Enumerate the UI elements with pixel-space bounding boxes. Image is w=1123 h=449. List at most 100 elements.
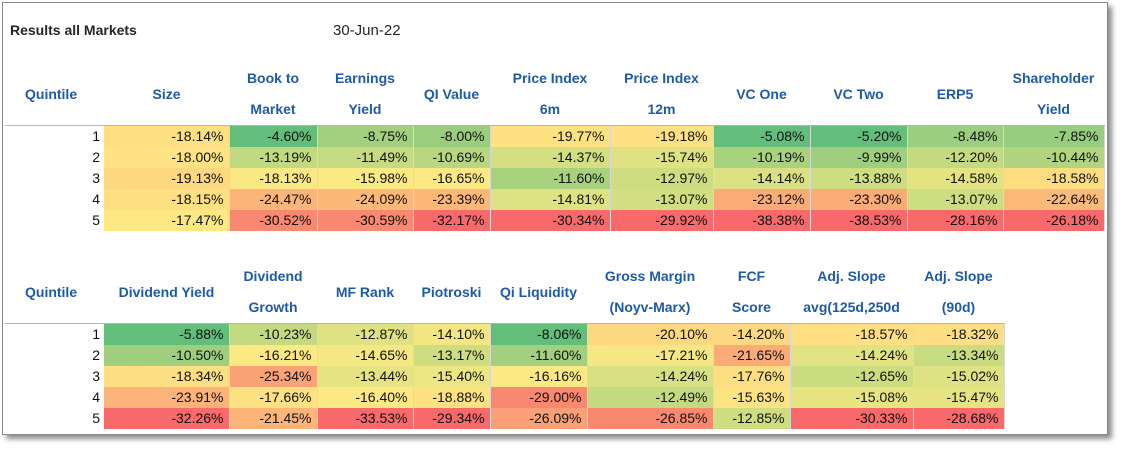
value-cell: -5.08% — [713, 125, 811, 147]
column-header: FCF Score — [713, 261, 790, 324]
value-cell: -28.68% — [913, 407, 1005, 429]
header-line-1: VC One — [736, 86, 787, 102]
header-line-1: Dividend — [243, 268, 303, 284]
value-cell: -15.02% — [913, 365, 1005, 387]
value-cell: -18.13% — [229, 167, 318, 189]
value-cell: -10.44% — [1003, 146, 1105, 168]
value-cell: -14.65% — [317, 344, 414, 366]
quintile-cell: 2 — [5, 146, 104, 168]
results-table-1: Quintile Size Book to Market Earnings Yield QI… — [5, 63, 1105, 231]
value-cell: -13.88% — [810, 167, 908, 189]
table-row: 3 -18.34% -25.34% -13.44% -15.40% -16.16% -14.… — [5, 365, 1005, 387]
report-frame: Results all Markets 30-Jun-22 Quintile Si… — [2, 2, 1108, 435]
value-cell: -8.75% — [317, 125, 414, 147]
value-cell: -30.34% — [490, 209, 611, 231]
value-cell: -18.14% — [104, 125, 230, 147]
table-row: 5 -17.47% -30.52% -30.59% -32.17% -30.34% -29.… — [5, 209, 1105, 231]
header-line-1: FCF — [737, 268, 766, 284]
column-header: Size — [104, 63, 229, 126]
value-cell: -14.14% — [713, 167, 811, 189]
table-row: 3 -19.13% -18.13% -15.98% -16.65% -11.60% -12.… — [5, 167, 1105, 189]
header-line-1: Shareholder — [1012, 70, 1095, 86]
header-line-1: Qi Liquidity — [500, 284, 577, 300]
header-line-1: Earnings — [335, 70, 395, 86]
header-line-2: Yield — [1037, 101, 1070, 117]
quintile-cell: 4 — [5, 386, 104, 408]
value-cell: -12.49% — [587, 386, 714, 408]
value-cell: -38.38% — [713, 209, 811, 231]
header-line-1: Adj. Slope — [817, 268, 886, 284]
value-cell: -12.85% — [713, 407, 791, 429]
value-cell: -16.21% — [229, 344, 318, 366]
column-header: Dividend Yield — [104, 261, 229, 324]
value-cell: -14.58% — [907, 167, 1004, 189]
quintile-cell: 4 — [5, 188, 104, 210]
value-cell: -25.34% — [229, 365, 318, 387]
column-header-quintile: Quintile — [5, 261, 104, 324]
value-cell: -17.66% — [229, 386, 318, 408]
value-cell: -10.50% — [104, 344, 230, 366]
value-cell: -8.00% — [413, 125, 491, 147]
header-line-2: 12m — [647, 101, 676, 117]
value-cell: -13.07% — [907, 188, 1004, 210]
header-line-2: 6m — [539, 101, 561, 117]
header-line-1: Adj. Slope — [924, 268, 993, 284]
value-cell: -24.47% — [229, 188, 318, 210]
value-cell: -15.08% — [790, 386, 914, 408]
value-cell: -4.60% — [229, 125, 318, 147]
value-cell: -38.53% — [810, 209, 908, 231]
column-header: QI Value — [413, 63, 490, 126]
value-cell: -14.10% — [413, 323, 491, 345]
quintile-cell: 3 — [5, 167, 104, 189]
value-cell: -14.24% — [587, 365, 714, 387]
value-cell: -23.39% — [413, 188, 491, 210]
header-line-1: Piotroski — [421, 284, 482, 300]
header-line-1: MF Rank — [335, 284, 395, 300]
value-cell: -18.88% — [413, 386, 491, 408]
value-cell: -29.92% — [610, 209, 714, 231]
value-cell: -10.23% — [229, 323, 318, 345]
value-cell: -17.76% — [713, 365, 791, 387]
table-row: 2 -18.00% -13.19% -11.49% -10.69% -14.37% -15.… — [5, 146, 1105, 168]
column-header: Price Index 12m — [610, 63, 713, 126]
value-cell: -15.63% — [713, 386, 791, 408]
header-line-1: ERP5 — [936, 86, 974, 102]
table-row: 1 -5.88% -10.23% -12.87% -14.10% -8.06% -20.10… — [5, 323, 1005, 345]
column-header: Earnings Yield — [317, 63, 413, 126]
table-row: 4 -18.15% -24.47% -24.09% -23.39% -14.81% -13.… — [5, 188, 1105, 210]
column-header: Adj. Slope avg(125d,250d — [790, 261, 913, 324]
value-cell: -14.24% — [790, 344, 914, 366]
quintile-cell: 1 — [5, 125, 104, 147]
value-cell: -5.88% — [104, 323, 230, 345]
value-cell: -26.18% — [1003, 209, 1105, 231]
value-cell: -13.17% — [413, 344, 491, 366]
header-line-2: (90d) — [941, 299, 976, 315]
column-header: Price Index 6m — [490, 63, 610, 126]
value-cell: -18.15% — [104, 188, 230, 210]
value-cell: -26.85% — [587, 407, 714, 429]
header-line-2: Yield — [348, 101, 382, 117]
results-table-2: Quintile Dividend Yield Dividend Growth MF R… — [5, 261, 1005, 429]
header-line-1: VC Two — [833, 86, 884, 102]
column-header: Dividend Growth — [229, 261, 317, 324]
value-cell: -14.20% — [713, 323, 791, 345]
value-cell: -30.59% — [317, 209, 414, 231]
quintile-cell: 2 — [5, 344, 104, 366]
header-line-2: (Noyv-Marx) — [609, 299, 691, 315]
value-cell: -5.20% — [810, 125, 908, 147]
table-row: 1 -18.14% -4.60% -8.75% -8.00% -19.77% -19.18%… — [5, 125, 1105, 147]
header-line-1: Quintile — [25, 284, 78, 300]
value-cell: -7.85% — [1003, 125, 1105, 147]
value-cell: -16.40% — [317, 386, 414, 408]
report-date: 30-Jun-22 — [333, 22, 401, 39]
value-cell: -29.34% — [413, 407, 491, 429]
value-cell: -10.19% — [713, 146, 811, 168]
value-cell: -15.40% — [413, 365, 491, 387]
value-cell: -29.00% — [490, 386, 588, 408]
value-cell: -32.26% — [104, 407, 230, 429]
value-cell: -30.52% — [229, 209, 318, 231]
value-cell: -32.17% — [413, 209, 491, 231]
value-cell: -13.34% — [913, 344, 1005, 366]
value-cell: -18.34% — [104, 365, 230, 387]
value-cell: -13.44% — [317, 365, 414, 387]
